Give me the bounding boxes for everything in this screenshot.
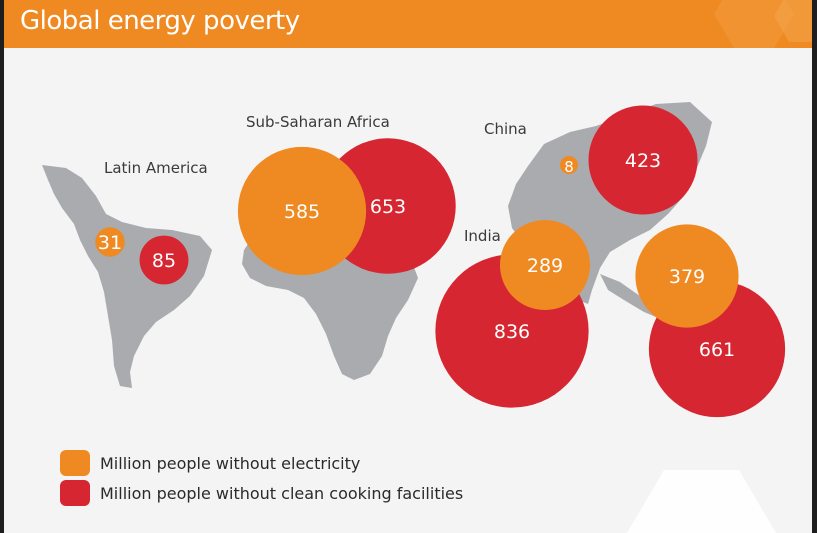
legend-item-electricity: Million people without electricity <box>60 448 463 478</box>
bubble-electricity-china: 8 <box>560 156 578 176</box>
hexagon-decoration-icon <box>714 0 812 48</box>
region-label-india: India <box>464 227 501 245</box>
bubble-value-electricity-china: 8 <box>564 158 574 176</box>
legend-item-cooking: Million people without clean cooking fac… <box>60 478 463 508</box>
region-label-latin-america: Latin America <box>104 159 208 177</box>
region-label-china: China <box>484 120 527 138</box>
bubble-circle-cooking-latin-america <box>139 235 189 285</box>
bubble-value-cooking-southeast-asia: 661 <box>699 339 735 361</box>
legend: Million people without electricity Milli… <box>60 448 463 508</box>
legend-label-cooking: Million people without clean cooking fac… <box>100 483 464 503</box>
bubble-value-electricity-latin-america: 31 <box>98 232 122 254</box>
bubble-value-electricity-sub-saharan-africa: 585 <box>284 201 320 223</box>
latin-america-map <box>42 165 212 388</box>
bubble-cooking-latin-america: 85 <box>139 235 189 285</box>
bubble-circle-cooking-china <box>588 105 698 215</box>
bubble-electricity-latin-america: 31 <box>95 227 125 257</box>
header-bar: Global energy poverty <box>4 0 812 48</box>
infographic-panel: Global energy poverty 85 31 653 585 423 8 836 2… <box>4 0 812 533</box>
bubble-circle-electricity-india <box>499 219 591 311</box>
bubble-electricity-southeast-asia: 379 <box>635 224 739 328</box>
bubble-value-electricity-southeast-asia: 379 <box>669 266 705 288</box>
bubble-cooking-china: 423 <box>588 105 698 215</box>
region-labels: Latin America Sub-Saharan Africa China Indi… <box>104 113 527 245</box>
region-label-sub-saharan-africa: Sub-Saharan Africa <box>246 113 390 131</box>
bubble-value-cooking-sub-saharan-africa: 653 <box>370 196 406 218</box>
bubble-circle-electricity-china <box>560 156 578 174</box>
bubble-value-cooking-latin-america: 85 <box>152 250 176 272</box>
legend-label-electricity: Million people without electricity <box>100 453 361 473</box>
bubble-circle-electricity-sub-saharan-africa <box>237 146 367 276</box>
hexagon-decoration-icon <box>627 470 776 533</box>
bubble-value-cooking-china: 423 <box>625 150 661 172</box>
bubble-electricity-india: 289 <box>499 219 591 311</box>
chart-title: Global energy poverty <box>20 6 300 36</box>
bubble-circle-electricity-southeast-asia <box>635 224 739 328</box>
bubble-value-electricity-india: 289 <box>527 255 563 277</box>
energy-poverty-chart: 85 31 653 585 423 8 836 289 661 379 Latin America… <box>42 102 786 533</box>
legend-swatch-electricity <box>60 450 90 476</box>
legend-swatch-cooking <box>60 480 90 506</box>
bubble-electricity-sub-saharan-africa: 585 <box>237 146 367 276</box>
bubble-value-cooking-india: 836 <box>494 321 530 343</box>
bubble-circle-electricity-latin-america <box>95 227 125 257</box>
bubble-layer: 85 31 653 585 423 8 836 289 661 379 <box>95 105 786 418</box>
